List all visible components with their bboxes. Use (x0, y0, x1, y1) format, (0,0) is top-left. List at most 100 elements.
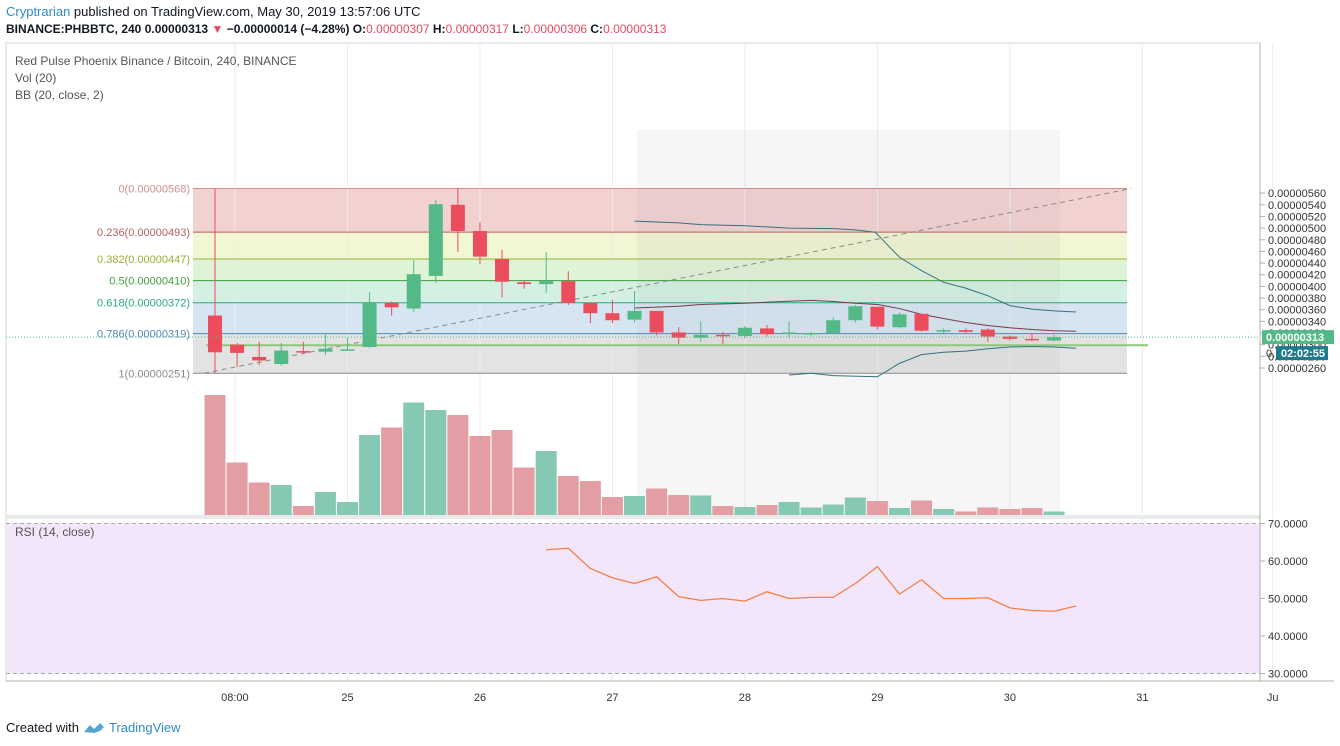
volume-bar (822, 504, 844, 515)
candle-body (627, 310, 642, 320)
candle-body (208, 315, 222, 353)
candle-body (252, 356, 267, 361)
bb-lower-line (789, 345, 1077, 378)
volume-bar (866, 501, 888, 515)
fib-level-label: 1(0.00000251) (118, 368, 190, 380)
volume-bar (690, 495, 712, 515)
volume-bar (734, 507, 756, 515)
price-tick-label: 0.00000540 (1268, 200, 1326, 212)
candle-body (428, 204, 443, 276)
volume-bar (381, 427, 403, 515)
rsi-tick-label: 60.0000 (1268, 556, 1308, 568)
volume-bar (314, 492, 336, 515)
fibonacci-lines: 0(0.00000568) 0.236(0.00000493) 0.382(0.00… (97, 183, 1127, 380)
rsi-axis[interactable]: 30.0000 40.0000 50.0000 60.0000 70.0000 (1260, 519, 1308, 681)
tradingview-brand-link[interactable]: TradingView (108, 720, 181, 735)
fib-zone (193, 188, 1127, 233)
fib-level-label: 0.618(0.00000372) (97, 298, 190, 310)
countdown-badge-text: 02:02:55 (1281, 348, 1325, 360)
price-tick-label: 0.00000440 (1268, 258, 1326, 270)
volume-bar (425, 410, 447, 515)
fib-level-label: 0.236(0.00000493) (97, 227, 190, 239)
last-price-badge (1262, 330, 1334, 345)
volume-bar (292, 506, 314, 515)
price-tick-label: 0.00000500 (1268, 223, 1326, 235)
price-tick-label: 0.00000460 (1268, 246, 1326, 258)
candle-body (804, 333, 819, 335)
candle-body (870, 306, 885, 327)
time-axis[interactable]: 08:00 25 26 27 28 29 30 31 Ju (221, 692, 1278, 704)
candle-body (737, 327, 752, 336)
candle-body (1002, 336, 1017, 339)
candle-body (605, 313, 620, 321)
time-tick-label: 28 (739, 692, 751, 704)
candle-body (561, 281, 576, 303)
candle-body (826, 320, 841, 334)
candle-body (1047, 337, 1062, 341)
price-change: −0.00000014 (−4.28%) (226, 22, 350, 36)
created-with-text: Created with (6, 720, 79, 735)
volume-bar (204, 395, 226, 515)
price-tick-label: 0. (1266, 348, 1275, 360)
low-label: L: (512, 22, 524, 36)
rsi-band-zone (6, 523, 1260, 674)
price-tick-label: 0.00000400 (1268, 281, 1326, 293)
footer: Created with TradingView (6, 720, 181, 735)
time-tick-label: 29 (871, 692, 883, 704)
volume-bar (1021, 508, 1043, 515)
candle-body (296, 351, 311, 353)
candle-body (848, 306, 863, 321)
rsi-tick-label: 70.0000 (1268, 519, 1308, 531)
candle-body (892, 314, 907, 328)
high-value: 0.00000317 (445, 22, 509, 36)
volume-bar (601, 497, 623, 515)
volume-bar (911, 500, 933, 515)
volume-bar (447, 415, 469, 515)
candle-body (318, 348, 333, 352)
close-value: 0.00000313 (603, 22, 667, 36)
price-tick-label: 0.00000480 (1268, 235, 1326, 247)
price-tick-label: 0.00000360 (1268, 305, 1326, 317)
price-axis[interactable]: 0.000002600.000002800.000003000.00000320… (1260, 188, 1334, 375)
fib-level-label: 0.5(0.00000410) (109, 276, 190, 288)
last-price-badge-text: 0.00000313 (1266, 332, 1324, 344)
volume-bar (403, 402, 425, 515)
rsi-vertical-gridlines (234, 518, 1274, 681)
volume-bar (469, 436, 491, 515)
fib-zone (193, 280, 1127, 303)
volume-bar (535, 451, 557, 515)
candle-body (384, 302, 399, 308)
volume-bar (557, 476, 579, 515)
publish-text: published on TradingView.com, May 30, 20… (73, 4, 421, 19)
price-tick-label: 0.00000520 (1268, 211, 1326, 223)
countdown-badge (1276, 346, 1328, 361)
candle-body (472, 231, 487, 257)
rsi-band-fill (6, 523, 1260, 674)
chart-title: Red Pulse Phoenix Binance / Bitcoin, 240… (15, 54, 296, 68)
volume-bar (977, 507, 999, 515)
candle-body (450, 204, 465, 232)
trend-line[interactable] (203, 187, 1132, 374)
author-link[interactable]: Cryptrarian (6, 4, 71, 19)
fib-zone (193, 232, 1127, 259)
volume-bar (491, 430, 513, 515)
fib-level-label: 0.786(0.00000319) (97, 329, 190, 341)
fib-zone (193, 333, 1127, 374)
volume-bar (248, 482, 270, 515)
ohlc-bar: BINANCE:PHBBTC, 240 0.00000313 ▼ −0.0000… (6, 22, 666, 36)
volume-bar (1043, 511, 1065, 515)
price-tick-label: 0.00000420 (1268, 270, 1326, 282)
last-price: 0.00000313 (144, 22, 209, 36)
bb-middle-line (634, 299, 1077, 332)
volume-bar (359, 435, 381, 515)
candle-body (230, 344, 245, 353)
volume-bar (844, 497, 866, 515)
candle-body (340, 349, 355, 351)
time-tick-label: 26 (474, 692, 486, 704)
open-value: 0.00000307 (366, 22, 430, 36)
volume-bars (204, 395, 1065, 515)
bb-legend: BB (20, close, 2) (15, 88, 104, 102)
candle-body (583, 302, 598, 314)
close-label: C: (590, 22, 604, 36)
